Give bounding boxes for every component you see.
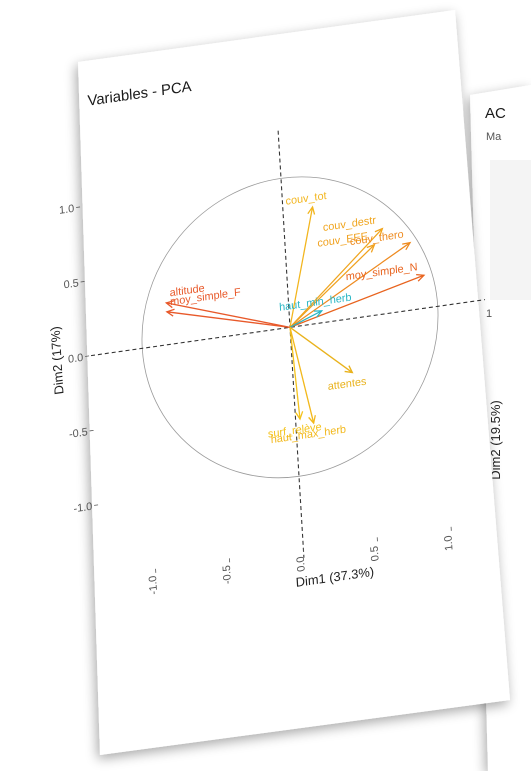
y-tick-mark bbox=[89, 429, 94, 432]
secondary-y-axis-title: Dim2 (19.5%) bbox=[488, 400, 503, 479]
arrow-head bbox=[416, 274, 426, 282]
arrow-head bbox=[165, 308, 175, 317]
y-axis-title: Dim2 (17%) bbox=[48, 325, 67, 395]
arrow-head bbox=[344, 365, 354, 374]
y-tick-label: 0.5 bbox=[63, 277, 79, 291]
y-tick-mark bbox=[80, 281, 85, 283]
x-tick-label: -0.5 bbox=[221, 564, 234, 585]
arrow-shaft bbox=[289, 326, 353, 374]
x-tick-label: 1.0 bbox=[443, 535, 456, 552]
y-axis-ticks: 1.0 0.5 0.0 -0.5 -1.0 bbox=[59, 203, 99, 516]
variable-arrow: altitude bbox=[164, 282, 291, 328]
x-tick-label: 0.5 bbox=[369, 545, 382, 562]
x-tick-label: -1.0 bbox=[147, 575, 160, 596]
arrow-shaft bbox=[289, 206, 314, 328]
arrow-head bbox=[402, 241, 412, 251]
arrow-head bbox=[295, 411, 304, 421]
arrow-shaft bbox=[289, 310, 323, 328]
secondary-y-tick: 1 bbox=[486, 308, 492, 320]
y-tick-label: -1.0 bbox=[73, 501, 92, 516]
main-plot-page: Variables - PCA 1.00.50.0-0.5-1.0 -1.0-0… bbox=[48, 10, 510, 755]
zero-vertical-line bbox=[277, 130, 305, 558]
arrow-head bbox=[308, 415, 316, 425]
arrow-head bbox=[374, 227, 384, 237]
secondary-plot-panel bbox=[490, 160, 531, 300]
y-tick-mark bbox=[85, 355, 90, 357]
arrow-head bbox=[307, 205, 316, 215]
y-tick-mark bbox=[94, 504, 99, 506]
variable-arrow: couv_tot bbox=[285, 190, 327, 328]
arrow-shaft bbox=[289, 228, 383, 328]
x-tick-label: 0.0 bbox=[295, 556, 308, 573]
variable-label: altitude bbox=[169, 282, 205, 299]
y-tick-mark bbox=[76, 206, 81, 208]
y-tick-label: -0.5 bbox=[69, 426, 88, 441]
arrow-shaft bbox=[289, 327, 315, 424]
secondary-plot-subtitle: Ma bbox=[486, 131, 502, 143]
arrow-shaft bbox=[289, 274, 425, 328]
secondary-plot-title: AC bbox=[485, 105, 506, 122]
arrow-head bbox=[164, 300, 175, 309]
arrow-shaft bbox=[289, 244, 375, 328]
arrow-head bbox=[366, 243, 376, 253]
variable-label: couv_tot bbox=[285, 190, 327, 208]
arrow-shaft bbox=[166, 302, 291, 328]
x-axis-ticks: -1.0 -0.5 0.0 0.5 1.0 bbox=[147, 526, 456, 596]
variable-arrow: attentes bbox=[289, 326, 367, 394]
arrow-head bbox=[313, 310, 324, 318]
variable-label: attentes bbox=[327, 376, 367, 394]
y-tick-label: 0.0 bbox=[68, 352, 84, 366]
y-tick-label: 1.0 bbox=[59, 203, 75, 217]
arrow-shaft bbox=[166, 311, 291, 328]
arrow-shaft bbox=[289, 327, 301, 420]
arrow-shaft bbox=[289, 242, 411, 328]
